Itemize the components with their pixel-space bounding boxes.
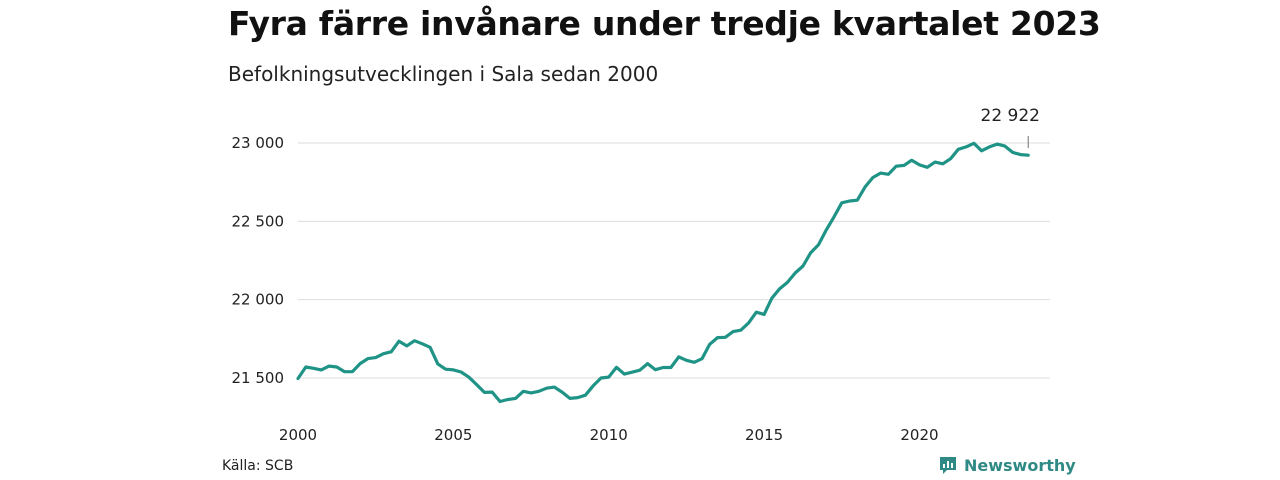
x-axis-ticks: 2000 2005 2010 2015 2020 bbox=[279, 426, 939, 444]
series-line-0 bbox=[296, 141, 1030, 404]
chart-subtitle: Befolkningsutvecklingen i Sala sedan 200… bbox=[228, 62, 659, 86]
newsworthy-logo-icon bbox=[940, 457, 956, 474]
chart-title: Fyra färre invånare under tredje kvartal… bbox=[228, 4, 1101, 43]
y-axis-ticks: 21 500 22 000 22 500 23 000 bbox=[232, 134, 285, 387]
x-tick-label: 2010 bbox=[590, 426, 628, 444]
x-tick-label: 2005 bbox=[434, 426, 472, 444]
x-tick-label: 2000 bbox=[279, 426, 317, 444]
y-tick-label: 23 000 bbox=[232, 134, 285, 152]
x-tick-label: 2020 bbox=[900, 426, 938, 444]
gridlines bbox=[298, 142, 1050, 379]
source-note: Källa: SCB bbox=[222, 458, 294, 474]
y-tick-label: 21 500 bbox=[232, 369, 285, 387]
end-annotation: 22 922 bbox=[981, 106, 1040, 148]
x-tick-label: 2015 bbox=[745, 426, 783, 444]
brand-logo: Newsworthy bbox=[938, 455, 1076, 475]
brand-name: Newsworthy bbox=[964, 455, 1076, 475]
y-tick-label: 22 500 bbox=[232, 212, 285, 230]
series-layer bbox=[296, 141, 1030, 404]
end-value-label: 22 922 bbox=[981, 106, 1040, 126]
y-tick-label: 22 000 bbox=[232, 291, 285, 309]
